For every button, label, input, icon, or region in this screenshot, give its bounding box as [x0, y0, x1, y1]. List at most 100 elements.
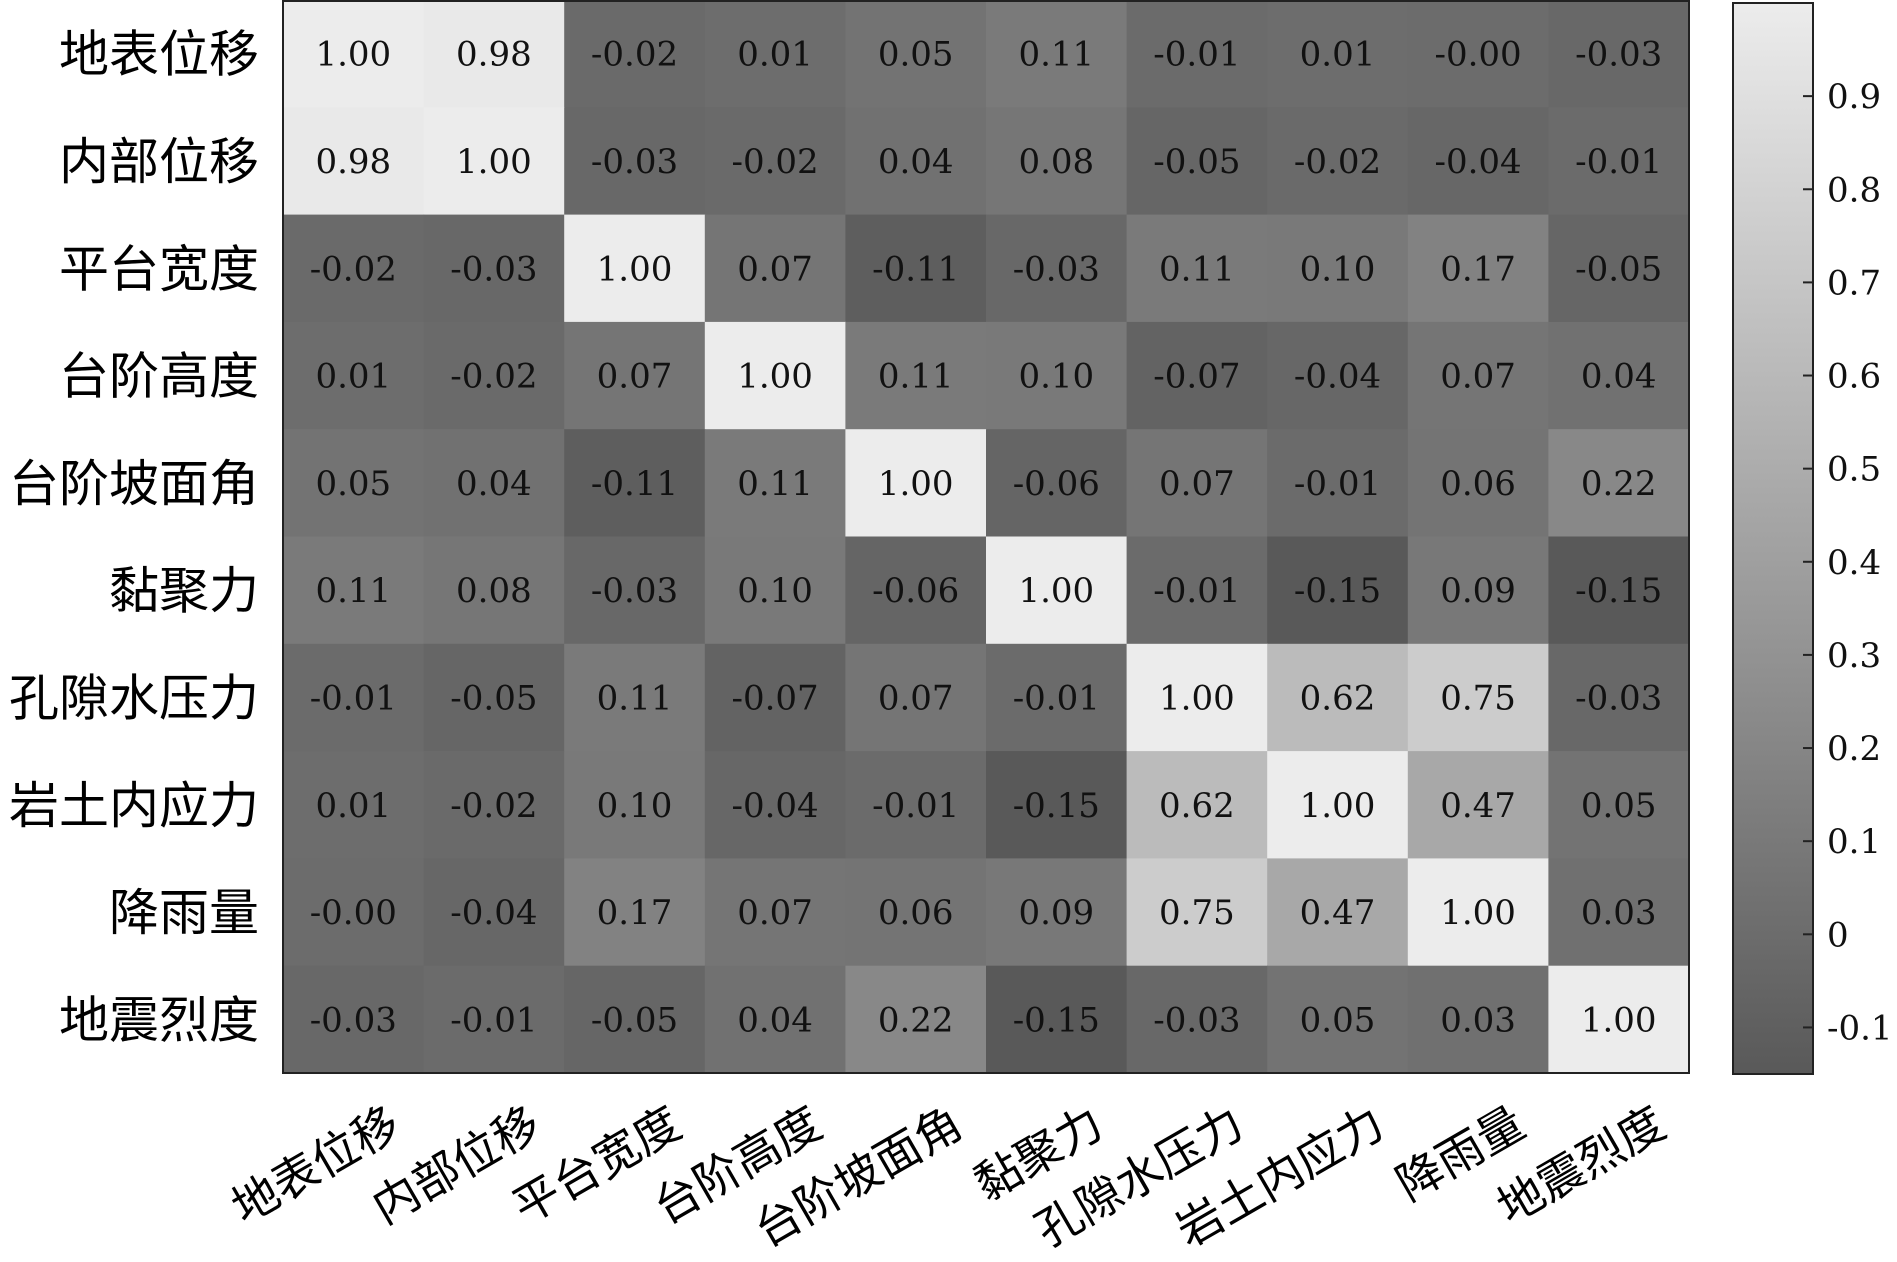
heatmap-value: 0.98 [456, 35, 532, 75]
heatmap-cell [986, 858, 1128, 967]
y-tick-label: 降雨量 [109, 884, 259, 942]
heatmap-cell [1267, 214, 1409, 323]
heatmap-cell [564, 643, 706, 752]
heatmap-value: 0.04 [1581, 357, 1657, 397]
heatmap-value: -0.00 [310, 893, 397, 933]
heatmap-value: -0.07 [731, 678, 818, 718]
heatmap-cell [1126, 429, 1268, 538]
heatmap-cell [845, 0, 987, 108]
heatmap-value: -0.02 [731, 142, 818, 182]
colorbar-ticks: -0.1 0 0.1 0.2 0.3 0.4 0.5 0.6 0.7 0.8 0.9 [1803, 77, 1893, 1048]
heatmap-value: -0.06 [872, 571, 959, 611]
heatmap-cell [1126, 858, 1268, 967]
heatmap-cell [845, 751, 987, 859]
heatmap-value: -0.00 [1434, 35, 1521, 75]
heatmap-cell [283, 214, 425, 323]
heatmap-cell [283, 858, 425, 967]
heatmap-cell [1407, 321, 1549, 430]
heatmap-value: 0.09 [1018, 893, 1094, 933]
heatmap-cell [704, 214, 846, 323]
heatmap-cell [1548, 0, 1690, 108]
heatmap-cell [564, 536, 706, 645]
heatmap-cell [1267, 107, 1409, 216]
heatmap-value: 0.01 [315, 357, 391, 397]
heatmap-cell [564, 751, 706, 859]
heatmap-value: -0.11 [591, 464, 678, 504]
heatmap-value: 1.00 [737, 357, 813, 397]
heatmap-cell [704, 536, 846, 645]
y-tick-label: 台阶坡面角 [9, 455, 259, 513]
heatmap-value: -0.07 [1153, 357, 1240, 397]
heatmap-cell [845, 536, 987, 645]
heatmap-value: -0.01 [872, 786, 959, 826]
colorbar-tick-label: 0.5 [1827, 450, 1881, 490]
heatmap-cell [1407, 965, 1549, 1074]
heatmap-value: 0.10 [1300, 249, 1376, 289]
heatmap-cell [704, 429, 846, 538]
heatmap-value: -0.05 [1575, 249, 1662, 289]
heatmap-cell [1548, 643, 1690, 752]
heatmap-cell [1267, 965, 1409, 1074]
heatmap-value: 1.00 [315, 35, 391, 75]
heatmap-cell [704, 858, 846, 967]
heatmap-value: -0.01 [1013, 678, 1100, 718]
heatmap-cell [1407, 429, 1549, 538]
heatmap-value: 1.00 [1159, 678, 1235, 718]
heatmap-value: -0.03 [1013, 249, 1100, 289]
heatmap-cell [845, 321, 987, 430]
colorbar-tick-label: 0.4 [1827, 543, 1881, 583]
heatmap-cell [1548, 107, 1690, 216]
heatmap-cell [1407, 751, 1549, 859]
y-tick-label: 平台宽度 [59, 240, 259, 298]
heatmap-cell [986, 965, 1128, 1074]
heatmap-value: 0.04 [737, 1000, 813, 1040]
heatmap-cell [564, 0, 706, 108]
heatmap-cell [423, 858, 565, 967]
heatmap-cell [283, 751, 425, 859]
colorbar [1732, 2, 1814, 1075]
heatmap-value: -0.02 [450, 786, 537, 826]
heatmap-cell [1267, 429, 1409, 538]
heatmap-frame [282, 0, 1690, 1074]
heatmap-cell [423, 321, 565, 430]
heatmap-cell [986, 214, 1128, 323]
heatmap-value: 0.47 [1440, 786, 1516, 826]
heatmap-value: 0.01 [315, 786, 391, 826]
heatmap-value: -0.05 [591, 1000, 678, 1040]
heatmap-cell [1126, 321, 1268, 430]
heatmap-value: 0.06 [878, 893, 954, 933]
heatmap-value: -0.03 [591, 571, 678, 611]
heatmap-value: -0.03 [310, 1000, 397, 1040]
heatmap-value: 0.05 [1300, 1000, 1376, 1040]
y-tick-label: 地震烈度 [59, 991, 259, 1049]
heatmap-value: -0.01 [310, 678, 397, 718]
y-axis-labels: 地表位移内部位移平台宽度台阶高度台阶坡面角黏聚力孔隙水压力岩土内应力降雨量地震烈… [9, 26, 259, 1050]
heatmap-value: 0.11 [315, 571, 391, 611]
heatmap-cell [564, 214, 706, 323]
heatmap-value-labels: 1.00 0.98 -0.02 0.01 0.05 0.11 -0.01 0.01 -0.00 -… [310, 35, 1663, 1041]
heatmap-cell [283, 536, 425, 645]
heatmap-value: 0.11 [878, 357, 954, 397]
heatmap-value: -0.01 [1153, 35, 1240, 75]
colorbar-tick-label: 0.3 [1827, 636, 1881, 676]
heatmap-cell [1548, 214, 1690, 323]
heatmap-cell [423, 429, 565, 538]
heatmap-value: -0.01 [1575, 142, 1662, 182]
heatmap-value: -0.03 [1575, 35, 1662, 75]
heatmap-cell [283, 429, 425, 538]
heatmap-cell [1126, 536, 1268, 645]
heatmap-value: 0.08 [456, 571, 532, 611]
heatmap-cell [283, 643, 425, 752]
heatmap-value: -0.15 [1013, 1000, 1100, 1040]
heatmap-cell [423, 643, 565, 752]
heatmap-value: 0.01 [1300, 35, 1376, 75]
heatmap-cell [704, 0, 846, 108]
heatmap-cell [986, 107, 1128, 216]
colorbar-tick-label: 0.6 [1827, 357, 1881, 397]
heatmap-value: 0.06 [1440, 464, 1516, 504]
heatmap-cell [845, 429, 987, 538]
heatmap-value: -0.11 [872, 249, 959, 289]
heatmap-cell [1548, 536, 1690, 645]
colorbar-tick-label: 0.2 [1827, 729, 1881, 769]
